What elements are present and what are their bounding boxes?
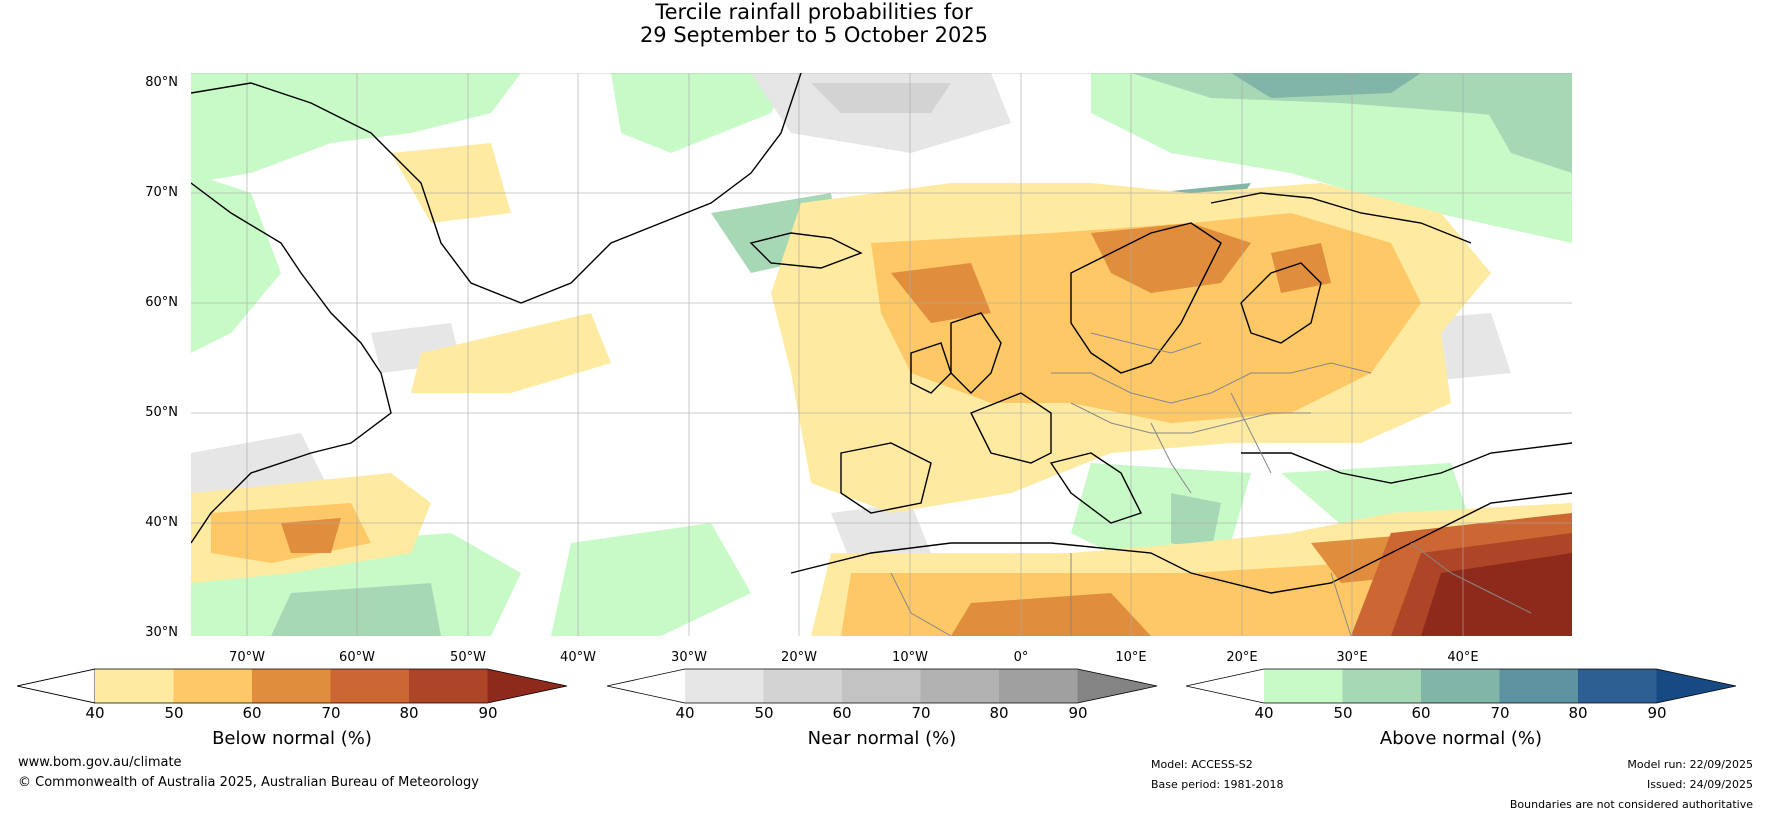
- graticule: [191, 73, 1572, 636]
- colorbar-below-normal-segment: [252, 669, 331, 703]
- lon-label-40w: 40°W: [560, 650, 596, 665]
- colorbar-below-tick: 70: [321, 704, 341, 722]
- colorbar-near-normal: [607, 668, 1158, 704]
- colorbar-near-tick: 50: [754, 704, 774, 722]
- colorbar-near-normal-low-triangle: [607, 669, 685, 703]
- lat-label-60n: 60°N: [145, 295, 178, 310]
- colorbar-below-normal-segment: [173, 669, 252, 703]
- footer-model: Model: ACCESS-S2: [1151, 758, 1253, 771]
- colorbar-near-normal-segment: [763, 669, 842, 703]
- colorbar-above-normal: [1186, 668, 1737, 704]
- colorbar-above-normal-segment: [1499, 669, 1578, 703]
- colorbar-near-normal-high-triangle: [1077, 669, 1157, 703]
- lon-label-0: 0°: [1013, 650, 1029, 665]
- footer-issued: Issued: 24/09/2025: [1646, 778, 1753, 791]
- lon-label-20w: 20°W: [781, 650, 817, 665]
- coastlines: [191, 73, 1572, 594]
- colorbar-below-tick: 90: [478, 704, 498, 722]
- country-borders: [890, 332, 1532, 636]
- colorbar-above-normal-segment: [1421, 669, 1500, 703]
- colorbar-near-normal-label: Near normal (%): [807, 728, 957, 749]
- colorbar-below-tick: 80: [399, 704, 419, 722]
- below-normal-regions: [191, 143, 1572, 636]
- colorbar-below-tick: 60: [242, 704, 262, 722]
- colorbar-above-normal-segment: [1264, 669, 1343, 703]
- map-title-line2: 29 September to 5 October 2025: [639, 23, 989, 47]
- colorbar-near-tick: 90: [1068, 704, 1088, 722]
- colorbar-above-tick: 40: [1254, 704, 1274, 722]
- colorbar-above-tick: 90: [1647, 704, 1667, 722]
- colorbar-near-tick: 70: [911, 704, 931, 722]
- footer-website-link[interactable]: www.bom.gov.au/climate: [18, 755, 182, 770]
- colorbar-below-normal-high-triangle: [487, 669, 567, 703]
- colorbar-below-tick: 40: [85, 704, 105, 722]
- colorbar-above-normal-high-triangle: [1656, 669, 1736, 703]
- colorbar-near-normal-segment: [685, 669, 764, 703]
- colorbar-near-normal-segment: [920, 669, 999, 703]
- colorbar-above-normal-label: Above normal (%): [1379, 728, 1543, 749]
- map-title-line1: Tercile rainfall probabilities for: [655, 0, 973, 24]
- colorbar-above-normal-low-triangle: [1186, 669, 1264, 703]
- lat-label-70n: 70°N: [145, 185, 178, 200]
- colorbar-near-tick: 60: [832, 704, 852, 722]
- colorbar-above-normal-segment: [1578, 669, 1657, 703]
- probability-map: [191, 73, 1572, 636]
- lat-label-50n: 50°N: [145, 405, 178, 420]
- lon-label-30w: 30°W: [671, 650, 707, 665]
- colorbar-below-normal-low-triangle: [17, 668, 96, 704]
- colorbar-near-tick: 40: [675, 704, 695, 722]
- lon-label-50w: 50°W: [450, 650, 486, 665]
- footer-model-run: Model run: 22/09/2025: [1627, 758, 1753, 771]
- colorbar-near-tick: 80: [989, 704, 1009, 722]
- lon-label-10e: 10°E: [1115, 650, 1147, 665]
- lon-label-20e: 20°E: [1226, 650, 1258, 665]
- colorbar-below-normal-segment: [330, 669, 409, 703]
- colorbar-below-normal: [17, 668, 568, 704]
- colorbar-above-tick: 80: [1568, 704, 1588, 722]
- lon-label-70w: 70°W: [229, 650, 265, 665]
- colorbar-below-normal-segment: [409, 669, 488, 703]
- footer-disclaimer: Boundaries are not considered authoritat…: [1509, 798, 1753, 811]
- colorbar-below-tick: 50: [164, 704, 184, 722]
- lon-label-30e: 30°E: [1336, 650, 1368, 665]
- footer-base-period: Base period: 1981-2018: [1151, 778, 1284, 791]
- colorbar-above-normal-segment: [1342, 669, 1421, 703]
- footer-copyright: © Commonwealth of Australia 2025, Austra…: [18, 775, 479, 790]
- lat-label-80n: 80°N: [145, 75, 178, 90]
- colorbar-above-tick: 60: [1411, 704, 1431, 722]
- lon-label-10w: 10°W: [892, 650, 928, 665]
- lat-label-30n: 30°N: [145, 625, 178, 640]
- colorbar-near-normal-segment: [842, 669, 921, 703]
- colorbar-above-tick: 70: [1490, 704, 1510, 722]
- colorbar-below-normal-label: Below normal (%): [212, 728, 372, 749]
- lat-label-40n: 40°N: [145, 515, 178, 530]
- colorbar-above-tick: 50: [1333, 704, 1353, 722]
- colorbar-near-normal-segment: [999, 669, 1078, 703]
- lon-label-60w: 60°W: [339, 650, 375, 665]
- colorbar-below-normal-segment: [95, 669, 174, 703]
- lon-label-40e: 40°E: [1447, 650, 1479, 665]
